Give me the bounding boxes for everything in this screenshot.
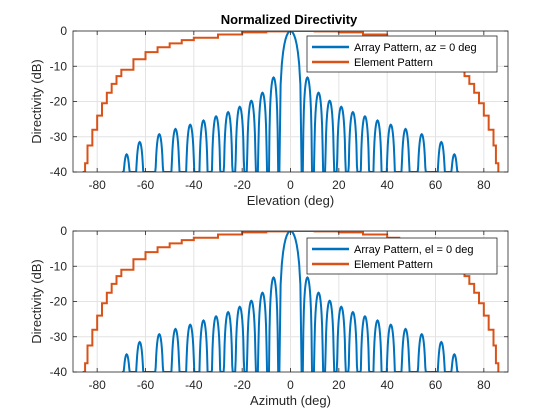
x-axis-label: Azimuth (deg) — [250, 393, 331, 408]
figure-title: Normalized Directivity — [221, 12, 358, 27]
series-group — [82, 231, 500, 372]
legend-label: Element Pattern — [354, 57, 433, 69]
x-tick-label: -80 — [88, 378, 106, 392]
x-axis-label: Elevation (deg) — [247, 193, 334, 208]
x-tick-label: 0 — [287, 178, 294, 192]
legend-label: Element Pattern — [354, 259, 433, 271]
element-pattern-line — [82, 231, 500, 372]
azimuth-plot: -80 -60 -40 -20 0 20 40 60 80 0 -10 -20 -30 -40 Azimut… — [29, 224, 509, 408]
x-tick-label: -40 — [185, 378, 203, 392]
x-tick-label: -20 — [233, 378, 251, 392]
x-tick-label: -20 — [233, 178, 251, 192]
x-tick-label: 20 — [332, 378, 346, 392]
legend: Array Pattern, el = 0 deg Element Pattern — [306, 237, 498, 275]
y-tick-label: -20 — [50, 295, 68, 309]
legend-label: Array Pattern, az = 0 deg — [354, 42, 477, 54]
x-tick-label: -60 — [137, 378, 155, 392]
x-tick-label: -40 — [185, 178, 203, 192]
y-tick-label: -30 — [50, 330, 68, 344]
legend-box — [306, 237, 498, 275]
legend-box — [306, 35, 498, 73]
y-tick-label: -10 — [50, 259, 68, 273]
legend-label: Array Pattern, el = 0 deg — [354, 244, 474, 256]
element-pattern-line — [82, 31, 500, 172]
y-tick-label: -10 — [50, 59, 68, 73]
y-tick-label: 0 — [60, 224, 67, 238]
x-tick-label: 40 — [380, 378, 394, 392]
elevation-plot: -80 -60 -40 -20 0 20 40 60 80 0 -10 -20 -30 -40 Elevat… — [29, 24, 509, 208]
array-pattern-line — [122, 31, 459, 172]
x-tick-label: 20 — [332, 178, 346, 192]
y-tick-label: 0 — [60, 24, 67, 38]
x-tick-label: 0 — [287, 378, 294, 392]
x-tick-label: 60 — [429, 378, 443, 392]
x-tick-label: -80 — [88, 178, 106, 192]
y-tick-label: -30 — [50, 130, 68, 144]
y-axis-label: Directivity (dB) — [29, 59, 44, 144]
y-axis-label: Directivity (dB) — [29, 259, 44, 344]
x-tick-label: 60 — [429, 178, 443, 192]
series-group — [82, 31, 500, 172]
x-tick-label: 80 — [477, 378, 491, 392]
y-tick-label: -20 — [50, 95, 68, 109]
legend: Array Pattern, az = 0 deg Element Pattern — [306, 35, 498, 73]
x-tick-label: -60 — [137, 178, 155, 192]
x-tick-label: 80 — [477, 178, 491, 192]
y-tick-label: -40 — [50, 165, 68, 179]
array-pattern-line — [122, 231, 459, 372]
x-tick-label: 40 — [380, 178, 394, 192]
y-tick-label: -40 — [50, 365, 68, 379]
